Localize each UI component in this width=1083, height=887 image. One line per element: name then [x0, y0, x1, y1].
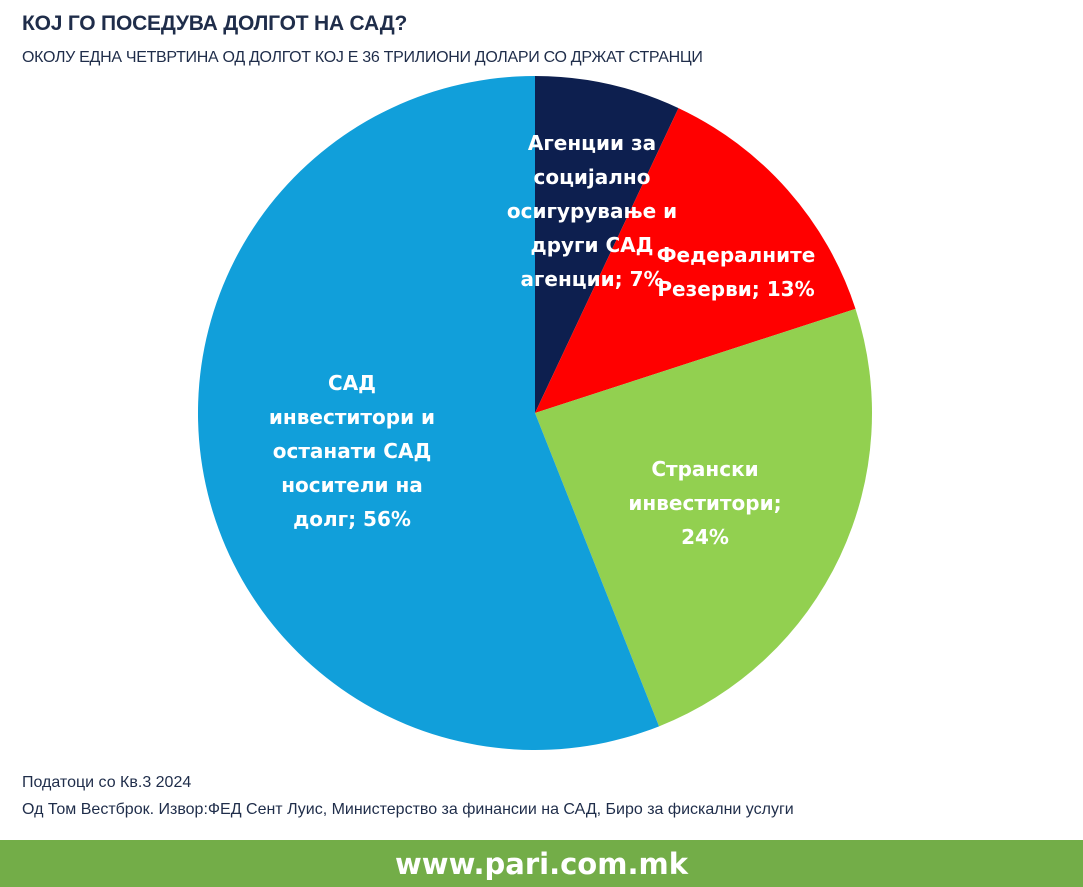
- chart-subtitle: ОКОЛУ ЕДНА ЧЕТВРТИНА ОД ДОЛГОТ КОЈ Е 36 …: [22, 49, 703, 66]
- pie-slice-2: [535, 108, 856, 413]
- source-note: Од Том Вестброк. Извор:ФЕД Сент Луис, Ми…: [22, 801, 794, 818]
- pie-labels: Агенции за социјално осигурување и други СА…: [269, 131, 815, 549]
- footer-website-link[interactable]: www.pari.com.mk: [395, 846, 688, 881]
- data-date-note: Податоци со Кв.3 2024: [22, 774, 192, 791]
- pie-slice-label-3: Странски инвеститори; 24%: [628, 457, 781, 549]
- pie-slice-label-1: Агенции за социјално осигурување и други СА…: [507, 131, 677, 291]
- pie-slice-label-2: Федералните Резерви; 13%: [657, 243, 816, 301]
- pie-slices: [197, 75, 873, 750]
- pie-slice-label-4: САД инвеститори и останати САД носители на д…: [269, 371, 435, 531]
- chart-title: КОЈ ГО ПОСЕДУВА ДОЛГОТ НА САД?: [22, 12, 408, 35]
- pie-slice-4: [197, 75, 660, 750]
- pie-slice-1: [535, 76, 679, 413]
- footer-bar: www.pari.com.mk: [0, 840, 1083, 887]
- pie-slice-3: [535, 308, 873, 727]
